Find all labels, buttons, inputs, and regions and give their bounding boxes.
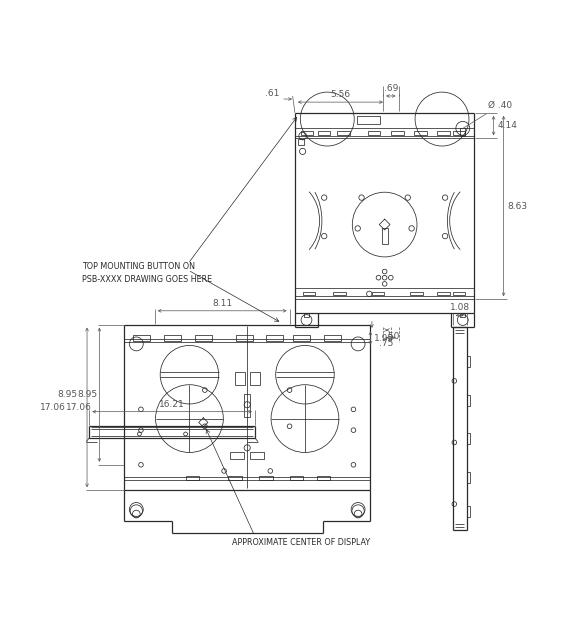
Bar [318, 131, 331, 135]
Bar [164, 335, 181, 341]
Bar [453, 131, 465, 135]
Bar [467, 507, 470, 517]
Bar [467, 472, 470, 482]
Bar [437, 131, 450, 135]
Text: .50: .50 [385, 332, 399, 340]
Bar [133, 335, 150, 341]
Bar [195, 335, 212, 341]
Text: 4.14: 4.14 [498, 121, 517, 130]
Text: .75: .75 [379, 339, 394, 347]
Text: .61: .61 [265, 89, 280, 98]
Bar [304, 313, 309, 317]
Text: 17.06: 17.06 [66, 403, 92, 412]
Text: 17.06: 17.06 [39, 403, 66, 412]
Text: 8.95: 8.95 [78, 390, 98, 399]
Text: 1.95: 1.95 [374, 334, 394, 343]
Text: TOP MOUNTING BUTTON ON
PSB-XXXX DRAWING GOES HERE: TOP MOUNTING BUTTON ON PSB-XXXX DRAWING … [82, 262, 212, 284]
Bar [266, 335, 284, 341]
Bar [298, 139, 304, 145]
Text: 8.95: 8.95 [57, 390, 78, 399]
Text: APPROXIMATE CENTER OF DISPLAY: APPROXIMATE CENTER OF DISPLAY [232, 538, 370, 547]
Text: 8.63: 8.63 [508, 202, 528, 211]
Bar [293, 335, 310, 341]
Bar [338, 131, 350, 135]
Text: 16.21: 16.21 [160, 399, 185, 409]
Bar [235, 335, 252, 341]
Bar [437, 291, 450, 295]
Bar [235, 373, 245, 384]
Bar [372, 291, 385, 295]
Bar [324, 335, 341, 341]
Bar [461, 313, 465, 317]
Bar [249, 373, 259, 384]
Bar [382, 228, 387, 244]
Bar [467, 433, 470, 444]
Text: 5.56: 5.56 [330, 90, 350, 99]
Bar [228, 476, 242, 480]
Text: 8.11: 8.11 [212, 299, 232, 308]
Bar [230, 452, 244, 459]
Bar [414, 131, 427, 135]
Bar [357, 116, 380, 123]
Bar [368, 131, 380, 135]
Text: .69: .69 [383, 84, 398, 93]
Bar [301, 131, 313, 135]
Bar [411, 291, 423, 295]
Bar [289, 476, 303, 480]
Bar [259, 476, 273, 480]
Bar [251, 452, 264, 459]
Bar [303, 291, 315, 295]
Bar [317, 476, 331, 480]
Text: 1.08: 1.08 [450, 303, 470, 312]
Bar [334, 291, 346, 295]
Bar [186, 476, 200, 480]
Bar [453, 291, 465, 295]
Bar [391, 131, 404, 135]
Bar [461, 128, 465, 136]
Bar [467, 395, 470, 405]
Bar [244, 394, 251, 417]
Bar [467, 356, 470, 367]
Text: Ø .40: Ø .40 [463, 100, 512, 128]
